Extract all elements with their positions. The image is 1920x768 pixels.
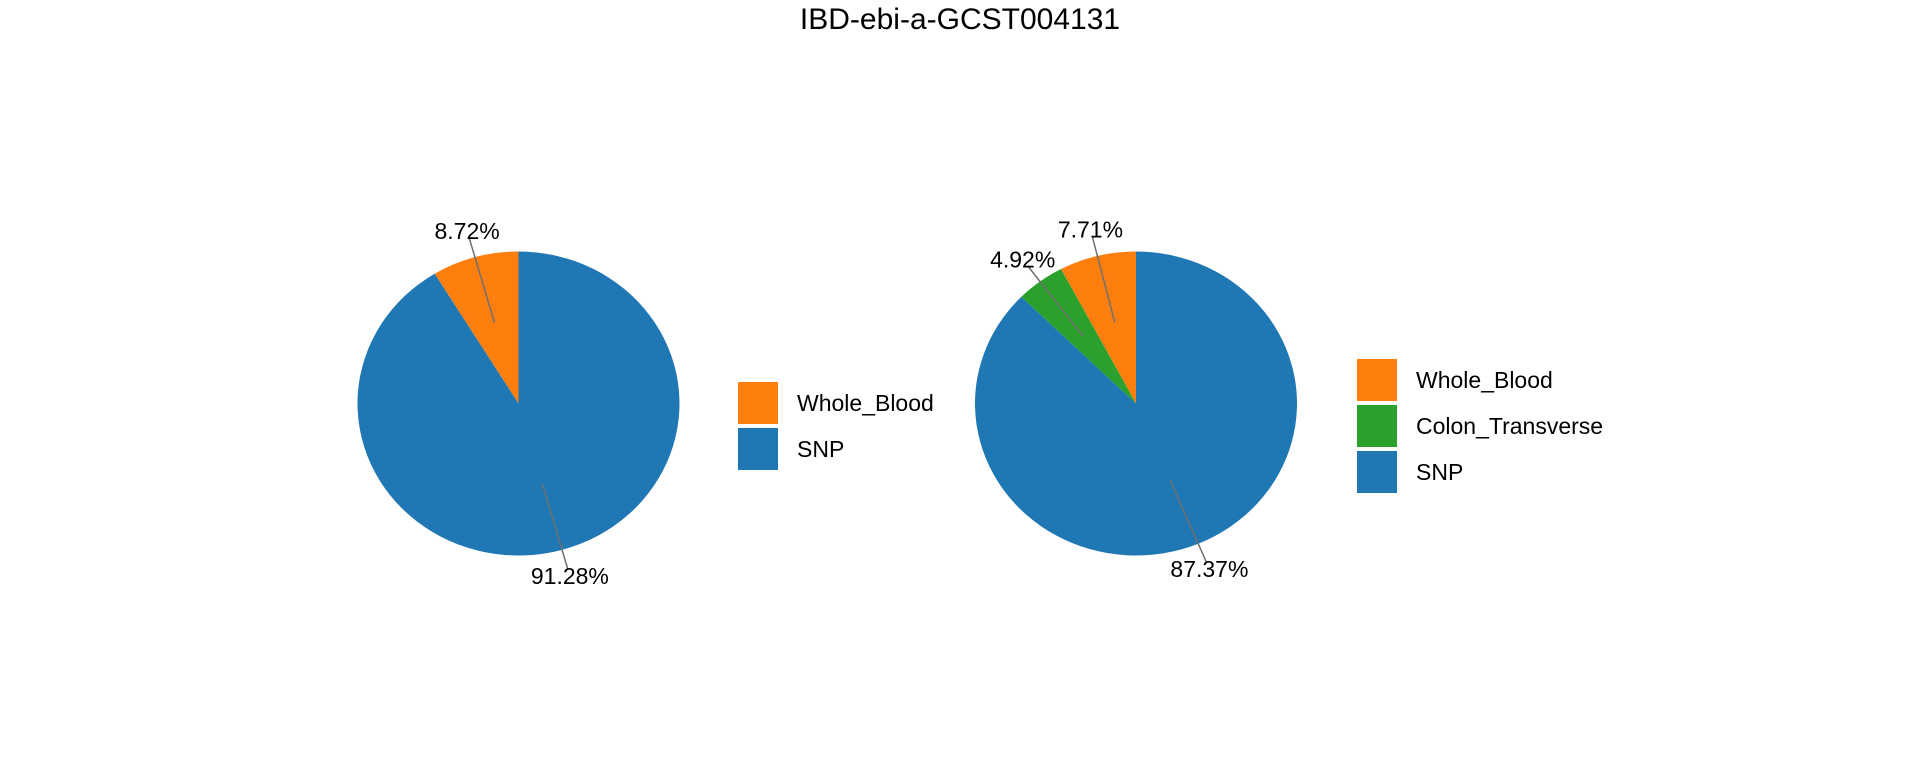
percent-leader-line (541, 483, 569, 570)
legend-label: Whole_Blood (797, 390, 934, 416)
legend-label: SNP (797, 436, 844, 462)
pie-slice-whole_blood (1061, 251, 1136, 404)
pie-slice-whole_blood (434, 251, 519, 404)
percent-leader-line (1169, 480, 1207, 563)
percent-label: 8.72% (434, 218, 499, 244)
percent-label: 91.28% (531, 563, 609, 589)
percent-leader-line (1091, 236, 1116, 323)
chart-title: IBD-ebi-a-GCST004131 (799, 3, 1121, 36)
legend-swatch-whole_blood (1357, 359, 1397, 401)
legend-label: SNP (1416, 459, 1463, 485)
legend-swatch-whole_blood (738, 382, 778, 424)
pie-slice-snp (975, 251, 1298, 556)
pie-slice-snp (357, 251, 680, 556)
percent-leader-line (1026, 265, 1084, 337)
percent-label: 4.92% (990, 247, 1055, 273)
legend-swatch-snp (738, 428, 778, 470)
pie-slice-colon_transverse (1021, 268, 1136, 404)
percent-leader-line (468, 237, 496, 324)
legend-swatch-colon_transverse (1357, 405, 1397, 447)
legend-swatch-snp (1357, 451, 1397, 493)
percent-label: 87.37% (1170, 556, 1248, 582)
percent-label: 7.71% (1058, 216, 1123, 242)
legend-label: Whole_Blood (1416, 367, 1553, 393)
legend-label: Colon_Transverse (1416, 413, 1603, 439)
